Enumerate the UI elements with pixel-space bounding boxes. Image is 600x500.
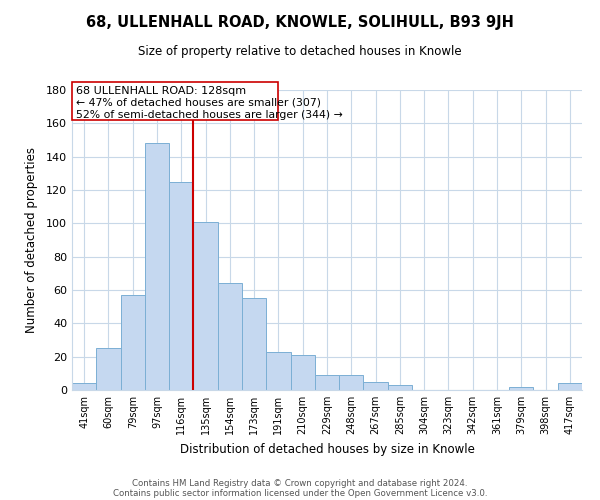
Bar bbox=[388, 385, 412, 390]
Bar bbox=[193, 222, 218, 390]
Bar bbox=[72, 384, 96, 390]
Bar bbox=[339, 375, 364, 390]
Bar bbox=[96, 348, 121, 390]
Y-axis label: Number of detached properties: Number of detached properties bbox=[25, 147, 38, 333]
Bar bbox=[145, 144, 169, 390]
X-axis label: Distribution of detached houses by size in Knowle: Distribution of detached houses by size … bbox=[179, 442, 475, 456]
Text: Size of property relative to detached houses in Knowle: Size of property relative to detached ho… bbox=[138, 45, 462, 58]
Text: 52% of semi-detached houses are larger (344) →: 52% of semi-detached houses are larger (… bbox=[76, 110, 343, 120]
Bar bbox=[315, 375, 339, 390]
Bar bbox=[266, 352, 290, 390]
Bar bbox=[169, 182, 193, 390]
Bar bbox=[218, 284, 242, 390]
Bar bbox=[121, 295, 145, 390]
Bar bbox=[509, 386, 533, 390]
Text: 68, ULLENHALL ROAD, KNOWLE, SOLIHULL, B93 9JH: 68, ULLENHALL ROAD, KNOWLE, SOLIHULL, B9… bbox=[86, 15, 514, 30]
Text: Contains HM Land Registry data © Crown copyright and database right 2024.: Contains HM Land Registry data © Crown c… bbox=[132, 478, 468, 488]
FancyBboxPatch shape bbox=[72, 82, 278, 120]
Bar bbox=[290, 355, 315, 390]
Bar bbox=[242, 298, 266, 390]
Text: Contains public sector information licensed under the Open Government Licence v3: Contains public sector information licen… bbox=[113, 488, 487, 498]
Text: ← 47% of detached houses are smaller (307): ← 47% of detached houses are smaller (30… bbox=[76, 98, 320, 108]
Text: 68 ULLENHALL ROAD: 128sqm: 68 ULLENHALL ROAD: 128sqm bbox=[76, 86, 246, 96]
Bar bbox=[364, 382, 388, 390]
Bar bbox=[558, 384, 582, 390]
